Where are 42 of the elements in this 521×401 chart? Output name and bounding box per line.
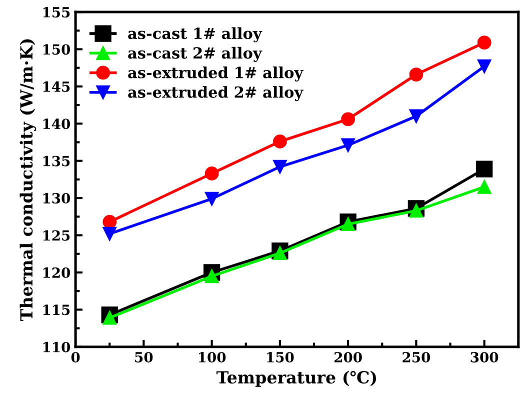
point	[272, 246, 287, 260]
y-tick-label: 125	[43, 230, 70, 241]
y-tick-label: 115	[43, 304, 70, 316]
y-tick-label: 150	[43, 44, 70, 55]
point	[102, 214, 117, 229]
point	[204, 192, 219, 206]
x-tick-label: 200	[334, 352, 362, 362]
point	[409, 204, 424, 218]
point	[102, 310, 117, 325]
legend-label: as-extruded 1# alloy	[128, 66, 304, 82]
y-tick-label: 135	[43, 156, 70, 166]
y-tick-label: 120	[43, 267, 70, 278]
point	[341, 138, 356, 152]
x-tick-label: 300	[470, 352, 498, 362]
x-axis-title: Temperature (℃)	[216, 370, 376, 387]
point	[476, 160, 493, 178]
point	[409, 68, 424, 82]
point	[477, 59, 492, 74]
point	[272, 160, 287, 174]
point	[477, 36, 492, 50]
x-tick-label: 0	[71, 352, 80, 362]
y-tick-label: 140	[43, 118, 70, 130]
x-tick-label: 50	[135, 352, 153, 362]
point	[477, 180, 492, 194]
legend-label: as-cast 1# alloy	[128, 27, 262, 42]
point	[341, 217, 356, 232]
legend-label: as-cast 2# alloy	[128, 46, 262, 62]
x-tick-label: 250	[402, 352, 430, 362]
point	[204, 269, 219, 284]
point	[102, 226, 117, 241]
y-tick-label: 145	[43, 81, 70, 92]
y-axis-title: Thermal conductivity (W/m·K)	[20, 39, 36, 322]
y-tick-label: 155	[43, 7, 70, 18]
y-tick-label: 130	[43, 193, 70, 204]
x-tick-label: 150	[267, 352, 294, 362]
y-tick-label: 110	[43, 342, 70, 352]
point	[272, 134, 287, 148]
x-tick-label: 100	[199, 352, 226, 362]
point	[341, 112, 356, 126]
legend-label: as-extruded 2# alloy	[128, 86, 304, 102]
point	[409, 109, 424, 124]
point	[204, 166, 219, 180]
